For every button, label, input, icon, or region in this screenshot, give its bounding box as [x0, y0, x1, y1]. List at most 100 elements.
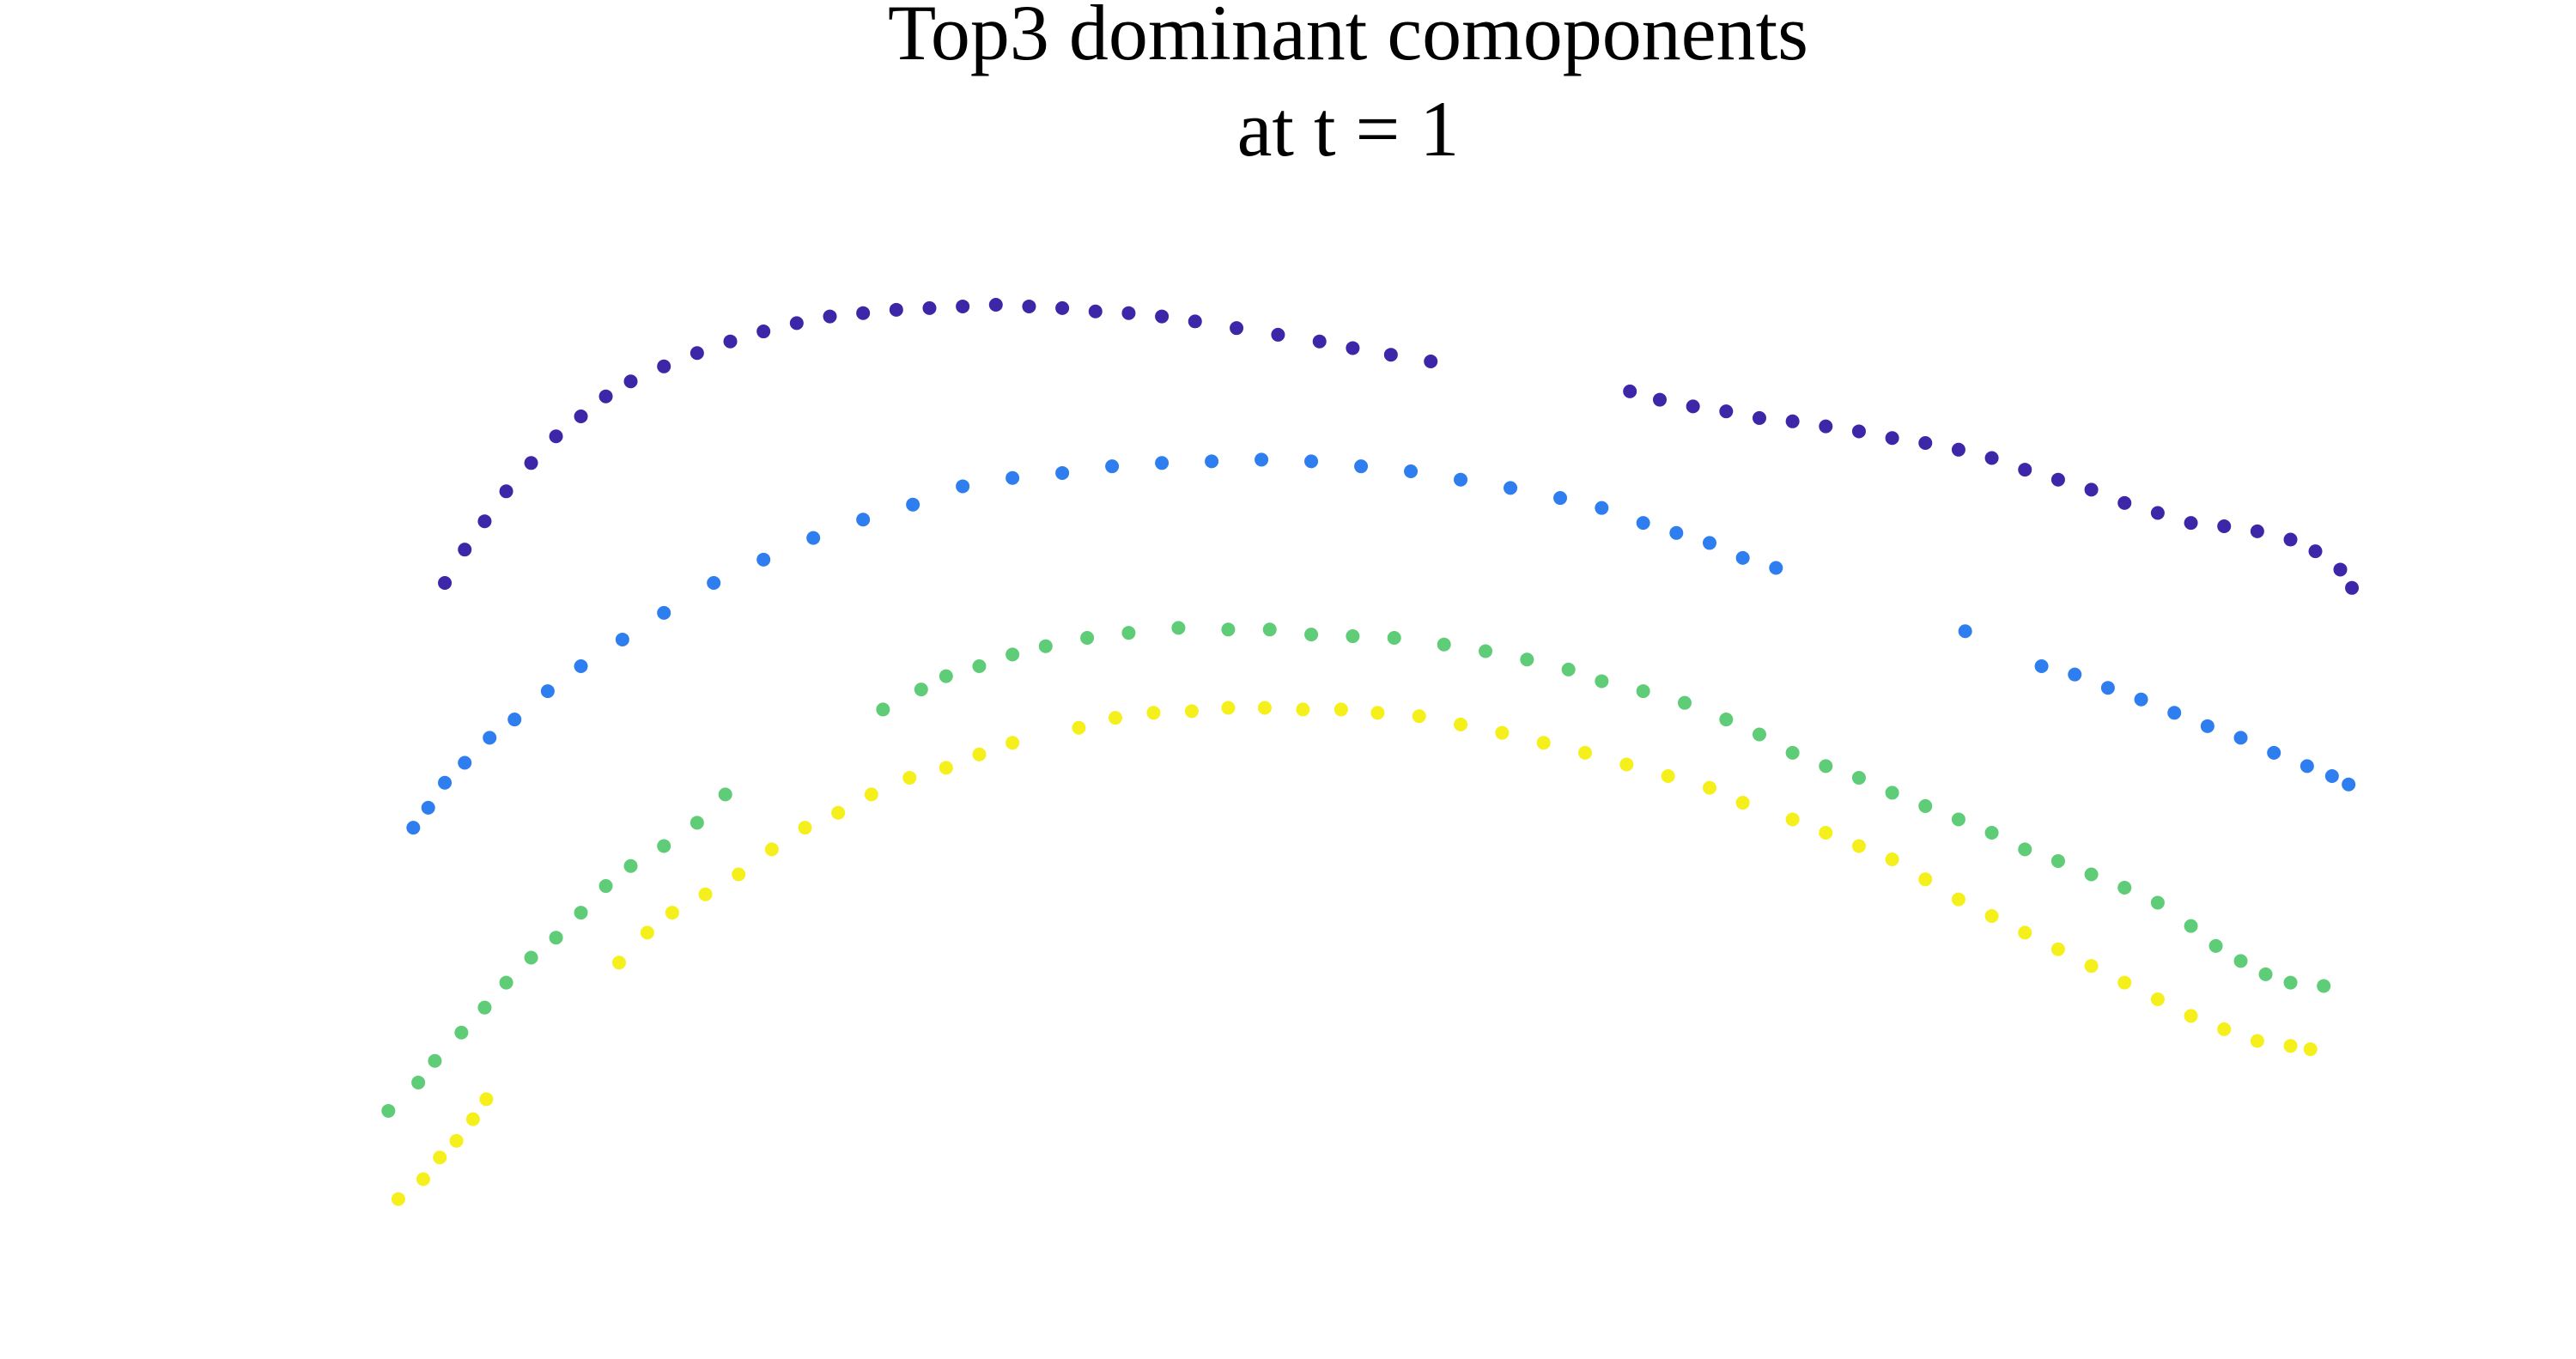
point — [2184, 919, 2198, 933]
point — [507, 713, 522, 727]
point — [764, 842, 779, 857]
point — [1230, 321, 1244, 336]
point — [1354, 459, 1369, 474]
point — [876, 702, 890, 717]
point — [2324, 769, 2339, 784]
point — [428, 1053, 442, 1068]
point — [1951, 812, 1965, 827]
point — [2283, 975, 2298, 990]
point — [2018, 925, 2032, 940]
point — [657, 359, 671, 373]
point — [1105, 459, 1120, 474]
point — [2034, 658, 2049, 673]
point — [1121, 626, 1136, 640]
point — [499, 975, 513, 990]
point — [657, 839, 671, 853]
point — [1504, 481, 1518, 495]
point — [2317, 979, 2331, 993]
point — [1495, 725, 1510, 740]
point — [623, 374, 638, 389]
point — [1702, 536, 1716, 550]
point — [2208, 938, 2223, 953]
point — [2150, 506, 2165, 520]
point — [956, 479, 970, 494]
point — [1454, 472, 1468, 487]
point — [1334, 702, 1348, 717]
point — [1296, 702, 1310, 717]
point — [1536, 736, 1551, 750]
point — [1623, 384, 1637, 398]
point — [1851, 839, 1866, 853]
point — [458, 755, 472, 770]
point — [2184, 1009, 2198, 1023]
point — [477, 514, 492, 529]
point — [1735, 796, 1750, 810]
point — [972, 658, 987, 673]
point — [2117, 880, 2132, 895]
point — [416, 1172, 430, 1186]
point — [454, 1025, 469, 1040]
point — [2345, 580, 2360, 595]
point — [1080, 631, 1095, 646]
point — [438, 775, 453, 790]
point — [2050, 853, 2065, 868]
point — [1785, 812, 1800, 827]
point — [2100, 681, 2115, 695]
point — [1412, 709, 1426, 724]
point — [690, 816, 704, 830]
point — [2050, 942, 2065, 956]
point — [1088, 304, 1103, 319]
point — [1752, 727, 1766, 742]
point — [1951, 442, 1965, 457]
point — [831, 805, 846, 820]
point — [549, 931, 563, 945]
point — [1885, 431, 1899, 446]
point — [2018, 842, 2032, 857]
point — [449, 1133, 464, 1148]
point — [1188, 314, 1202, 329]
point — [458, 543, 472, 557]
point — [1108, 711, 1122, 725]
point — [2233, 731, 2248, 745]
point — [1271, 327, 1285, 342]
point — [756, 552, 771, 567]
point — [540, 684, 555, 699]
point — [2200, 719, 2215, 733]
point — [1005, 470, 1020, 485]
point — [1819, 419, 1833, 434]
point — [1255, 452, 1269, 467]
point — [549, 429, 563, 444]
point — [598, 389, 613, 403]
point — [1578, 745, 1593, 760]
point — [707, 575, 721, 590]
point — [2300, 759, 2314, 774]
point — [1146, 706, 1161, 720]
point — [479, 1092, 494, 1107]
point — [2084, 867, 2099, 882]
point — [1171, 621, 1186, 635]
point — [1595, 674, 1609, 689]
point — [1479, 644, 1493, 658]
point — [2250, 524, 2264, 538]
point — [1221, 622, 1236, 637]
point — [1918, 872, 1933, 887]
point — [433, 1150, 447, 1165]
point — [2217, 519, 2232, 534]
point — [2342, 777, 2356, 792]
point — [615, 632, 629, 646]
point — [1851, 770, 1866, 785]
point — [2150, 895, 2165, 910]
point — [789, 316, 804, 331]
point — [2308, 544, 2323, 559]
point — [574, 409, 588, 423]
point — [1437, 637, 1451, 652]
chart-subtitle: at t = 1 — [1237, 85, 1460, 173]
point — [1221, 701, 1236, 715]
point — [2250, 1034, 2264, 1048]
point — [499, 484, 513, 499]
point — [856, 306, 871, 320]
point — [2167, 706, 2182, 720]
point — [1677, 695, 1692, 710]
point — [483, 731, 497, 745]
